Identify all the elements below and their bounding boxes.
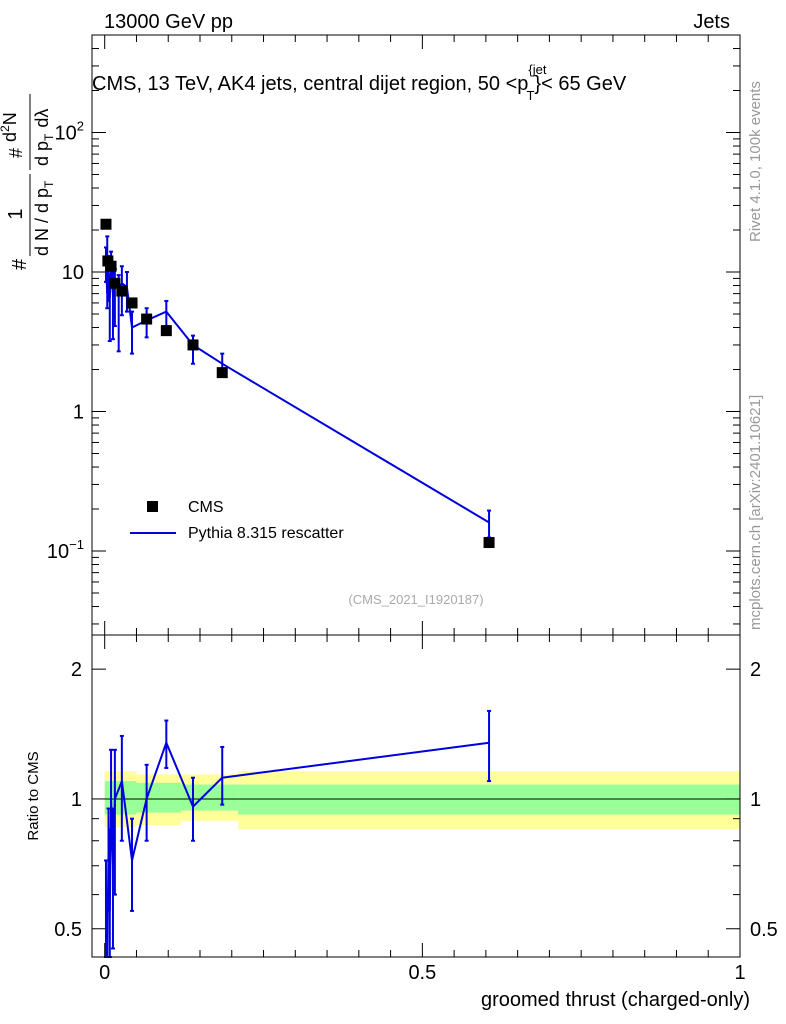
lower-ytick-label-left: 0.5 <box>54 919 82 941</box>
ratio-uncertainty-bands <box>104 771 740 830</box>
xtick-label: 0 <box>99 962 110 984</box>
legend-cms-label: CMS <box>188 499 224 516</box>
cms-data-point <box>100 218 112 230</box>
rivet-version-label: Rivet 4.1.0, 100k events <box>747 81 764 242</box>
upper-ytick-label: 1 <box>73 402 84 424</box>
upper-ytick-label: 10 <box>62 262 84 284</box>
source-label: mcplots.cern.ch [arXiv:2401.10621] <box>747 395 764 630</box>
ylabel-d: d <box>0 132 20 142</box>
ytick-base: 10 <box>55 123 77 145</box>
cms-data-point <box>160 325 172 337</box>
lower-series <box>103 709 492 958</box>
ylabel-dpt-sub: T <box>42 133 56 141</box>
upper-frame <box>91 34 741 636</box>
ylabel-power: 2 <box>0 125 12 132</box>
legend-pythia-label: Pythia 8.315 rescatter <box>188 525 344 542</box>
ylabel-n: N <box>0 112 20 125</box>
ratio-band-inner <box>136 782 181 813</box>
upper-ytick-label: 10−1 <box>47 537 84 563</box>
cms-data-point <box>187 339 199 351</box>
ylabel-den-sub: T <box>42 180 56 188</box>
ylabel-dpt-dl: d pTdλ <box>32 109 56 166</box>
header-left: 13000 GeV pp <box>104 11 233 33</box>
header-right: Jets <box>693 11 730 33</box>
ratio-band-inner <box>238 784 740 815</box>
ylabel-dl: dλ <box>32 109 52 128</box>
plot-title-sup: {jet <box>528 62 546 77</box>
ylabel-denominator: d N / d pT <box>32 180 56 256</box>
xtick-label: 1 <box>734 962 745 984</box>
plot-title-end: }< 65 GeV <box>534 73 626 95</box>
cms-data-point <box>141 313 153 325</box>
ytick-exponent: 2 <box>77 119 84 134</box>
upper-series <box>100 218 495 549</box>
ylabel-dpt: d p <box>32 141 52 166</box>
plot-title: CMS, 13 TeV, AK4 jets, central dijet reg… <box>92 62 627 103</box>
plot-title-main: CMS, 13 TeV, AK4 jets, central dijet reg… <box>92 73 528 95</box>
lower-axes: 0.5 0.51 12 20 0.5 1 <box>54 635 778 984</box>
x-axis-label: groomed thrust (charged-only) <box>481 989 750 1011</box>
ylabel-hash: # <box>9 258 31 270</box>
cms-data-point <box>109 277 121 289</box>
upper-ytick-label: 102 <box>55 119 84 145</box>
lower-ytick-label-left: 1 <box>71 789 82 811</box>
ylabel-hash-2: # <box>6 148 26 158</box>
lower-ytick-label-right: 2 <box>750 659 761 681</box>
ylabel-den-main: d N / d p <box>32 188 52 256</box>
lower-ytick-label-right: 0.5 <box>750 919 778 941</box>
cms-data-point <box>216 367 228 379</box>
ytick-exponent: −1 <box>69 537 84 552</box>
cms-data-point <box>126 297 138 309</box>
legend-cms-marker <box>147 501 158 512</box>
lower-frame <box>91 634 741 958</box>
lower-panel: 0.5 0.51 12 20 0.5 1 Ratio to CMS groomed thr… <box>25 634 778 1011</box>
lower-ylabel: Ratio to CMS <box>25 751 42 840</box>
pythia-line <box>105 263 490 524</box>
analysis-watermark: (CMS_2021_I1920187) <box>348 592 483 607</box>
upper-ylabel: # 1 d N / d pT # d2N d pTdλ <box>0 94 56 270</box>
xtick-label: 0.5 <box>408 962 436 984</box>
lower-ytick-label-left: 2 <box>71 659 82 681</box>
cms-data-point <box>483 537 495 549</box>
cms-data-point <box>116 285 128 297</box>
ytick-base: 10 <box>47 541 69 563</box>
lower-ytick-label-right: 1 <box>750 789 761 811</box>
plot-title-sub: T <box>526 88 534 103</box>
ylabel-d2n: d2N <box>0 112 20 142</box>
cms-data-point <box>105 260 117 272</box>
ylabel-numerator-one: 1 <box>5 208 27 219</box>
